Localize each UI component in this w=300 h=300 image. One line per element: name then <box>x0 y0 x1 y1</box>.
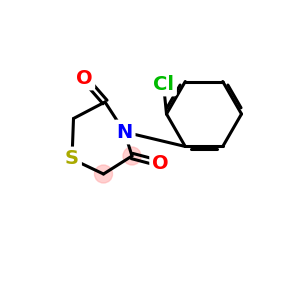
Circle shape <box>94 165 112 183</box>
Text: Cl: Cl <box>153 74 174 94</box>
Text: S: S <box>65 149 79 169</box>
Text: N: N <box>116 122 133 142</box>
Circle shape <box>123 147 141 165</box>
Text: O: O <box>76 68 92 88</box>
Text: O: O <box>152 154 169 173</box>
